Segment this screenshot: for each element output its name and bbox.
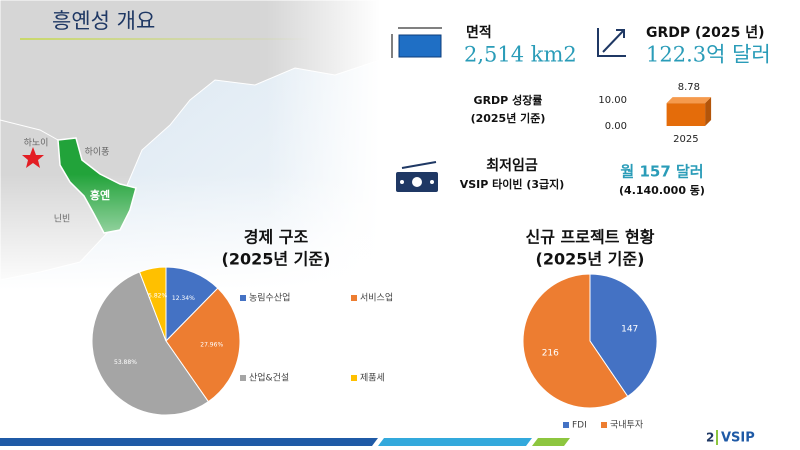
grdp-value: 122.3억 달러 [646, 43, 771, 67]
value-label: 53.88% [114, 359, 137, 366]
pie-slice [165, 266, 219, 343]
value-label: 8.78 [678, 82, 700, 93]
x-tick-label: 2025 [673, 134, 698, 145]
legend-swatch [240, 375, 246, 381]
legend-swatch [351, 295, 357, 301]
bar-side [705, 97, 712, 126]
pie-slice [138, 266, 167, 342]
map-label: 흥옌 [90, 188, 110, 202]
title: 흥옌성 개요 [52, 9, 155, 33]
chart-subtitle: (2025년 기준) [222, 250, 331, 269]
legend-label: 국내투자 [610, 420, 644, 431]
growth-note: (2025년 기준) [471, 111, 546, 125]
legend-label: 산업&건설 [249, 373, 289, 384]
value-label: 12.34% [172, 295, 195, 302]
wage-note: VSIP 타이빈 (3급지) [460, 177, 565, 191]
legend-label: 농림수산업 [249, 292, 290, 304]
area-icon [391, 27, 442, 58]
y-tick-label: 10.00 [598, 95, 627, 106]
pie-slice [91, 271, 210, 416]
pie-slice [522, 273, 629, 409]
grdp-icon [597, 28, 626, 57]
map-label: 하노이 [24, 138, 49, 149]
area-label: 면적 [466, 24, 492, 41]
value-label: 216 [542, 349, 559, 359]
footer: 2 VSIP [0, 430, 755, 446]
legend-swatch [351, 375, 357, 381]
growth-label: GRDP 성장률 [474, 93, 543, 107]
chart-title: 경제 구조 [244, 228, 309, 247]
pie-slice [589, 273, 658, 398]
wage-value: 월 157 달러 [620, 163, 703, 181]
legend-swatch [240, 295, 246, 301]
money-icon [396, 161, 438, 192]
grdp-label: GRDP (2025 년) [646, 25, 765, 41]
value-label: 5.82% [148, 292, 167, 299]
bar [666, 103, 706, 126]
legend-label: FDI [572, 421, 587, 431]
legend-swatch [601, 422, 607, 428]
map-label: 하이퐁 [85, 147, 110, 158]
legend-label: 제품세 [360, 373, 385, 384]
value-label: 27.96% [200, 341, 223, 348]
logo: VSIP [721, 431, 755, 446]
page-number: 2 [706, 431, 714, 445]
title-underline [20, 38, 310, 40]
map-label: 닌빈 [54, 214, 71, 225]
wage-label: 최저임금 [486, 158, 538, 174]
legend-swatch [563, 422, 569, 428]
bar-top [666, 97, 712, 104]
y-tick-label: 0.00 [605, 121, 627, 132]
value-label: 147 [621, 324, 638, 334]
chart-subtitle: (2025년 기준) [536, 250, 645, 269]
pie-slice [165, 287, 241, 403]
chart-title: 신규 프로젝트 현황 [526, 228, 655, 247]
area-value: 2,514 km2 [464, 43, 577, 67]
map [0, 0, 381, 290]
wage-value-note: (4.140.000 동) [619, 184, 705, 197]
legend-label: 서비스업 [360, 293, 393, 304]
